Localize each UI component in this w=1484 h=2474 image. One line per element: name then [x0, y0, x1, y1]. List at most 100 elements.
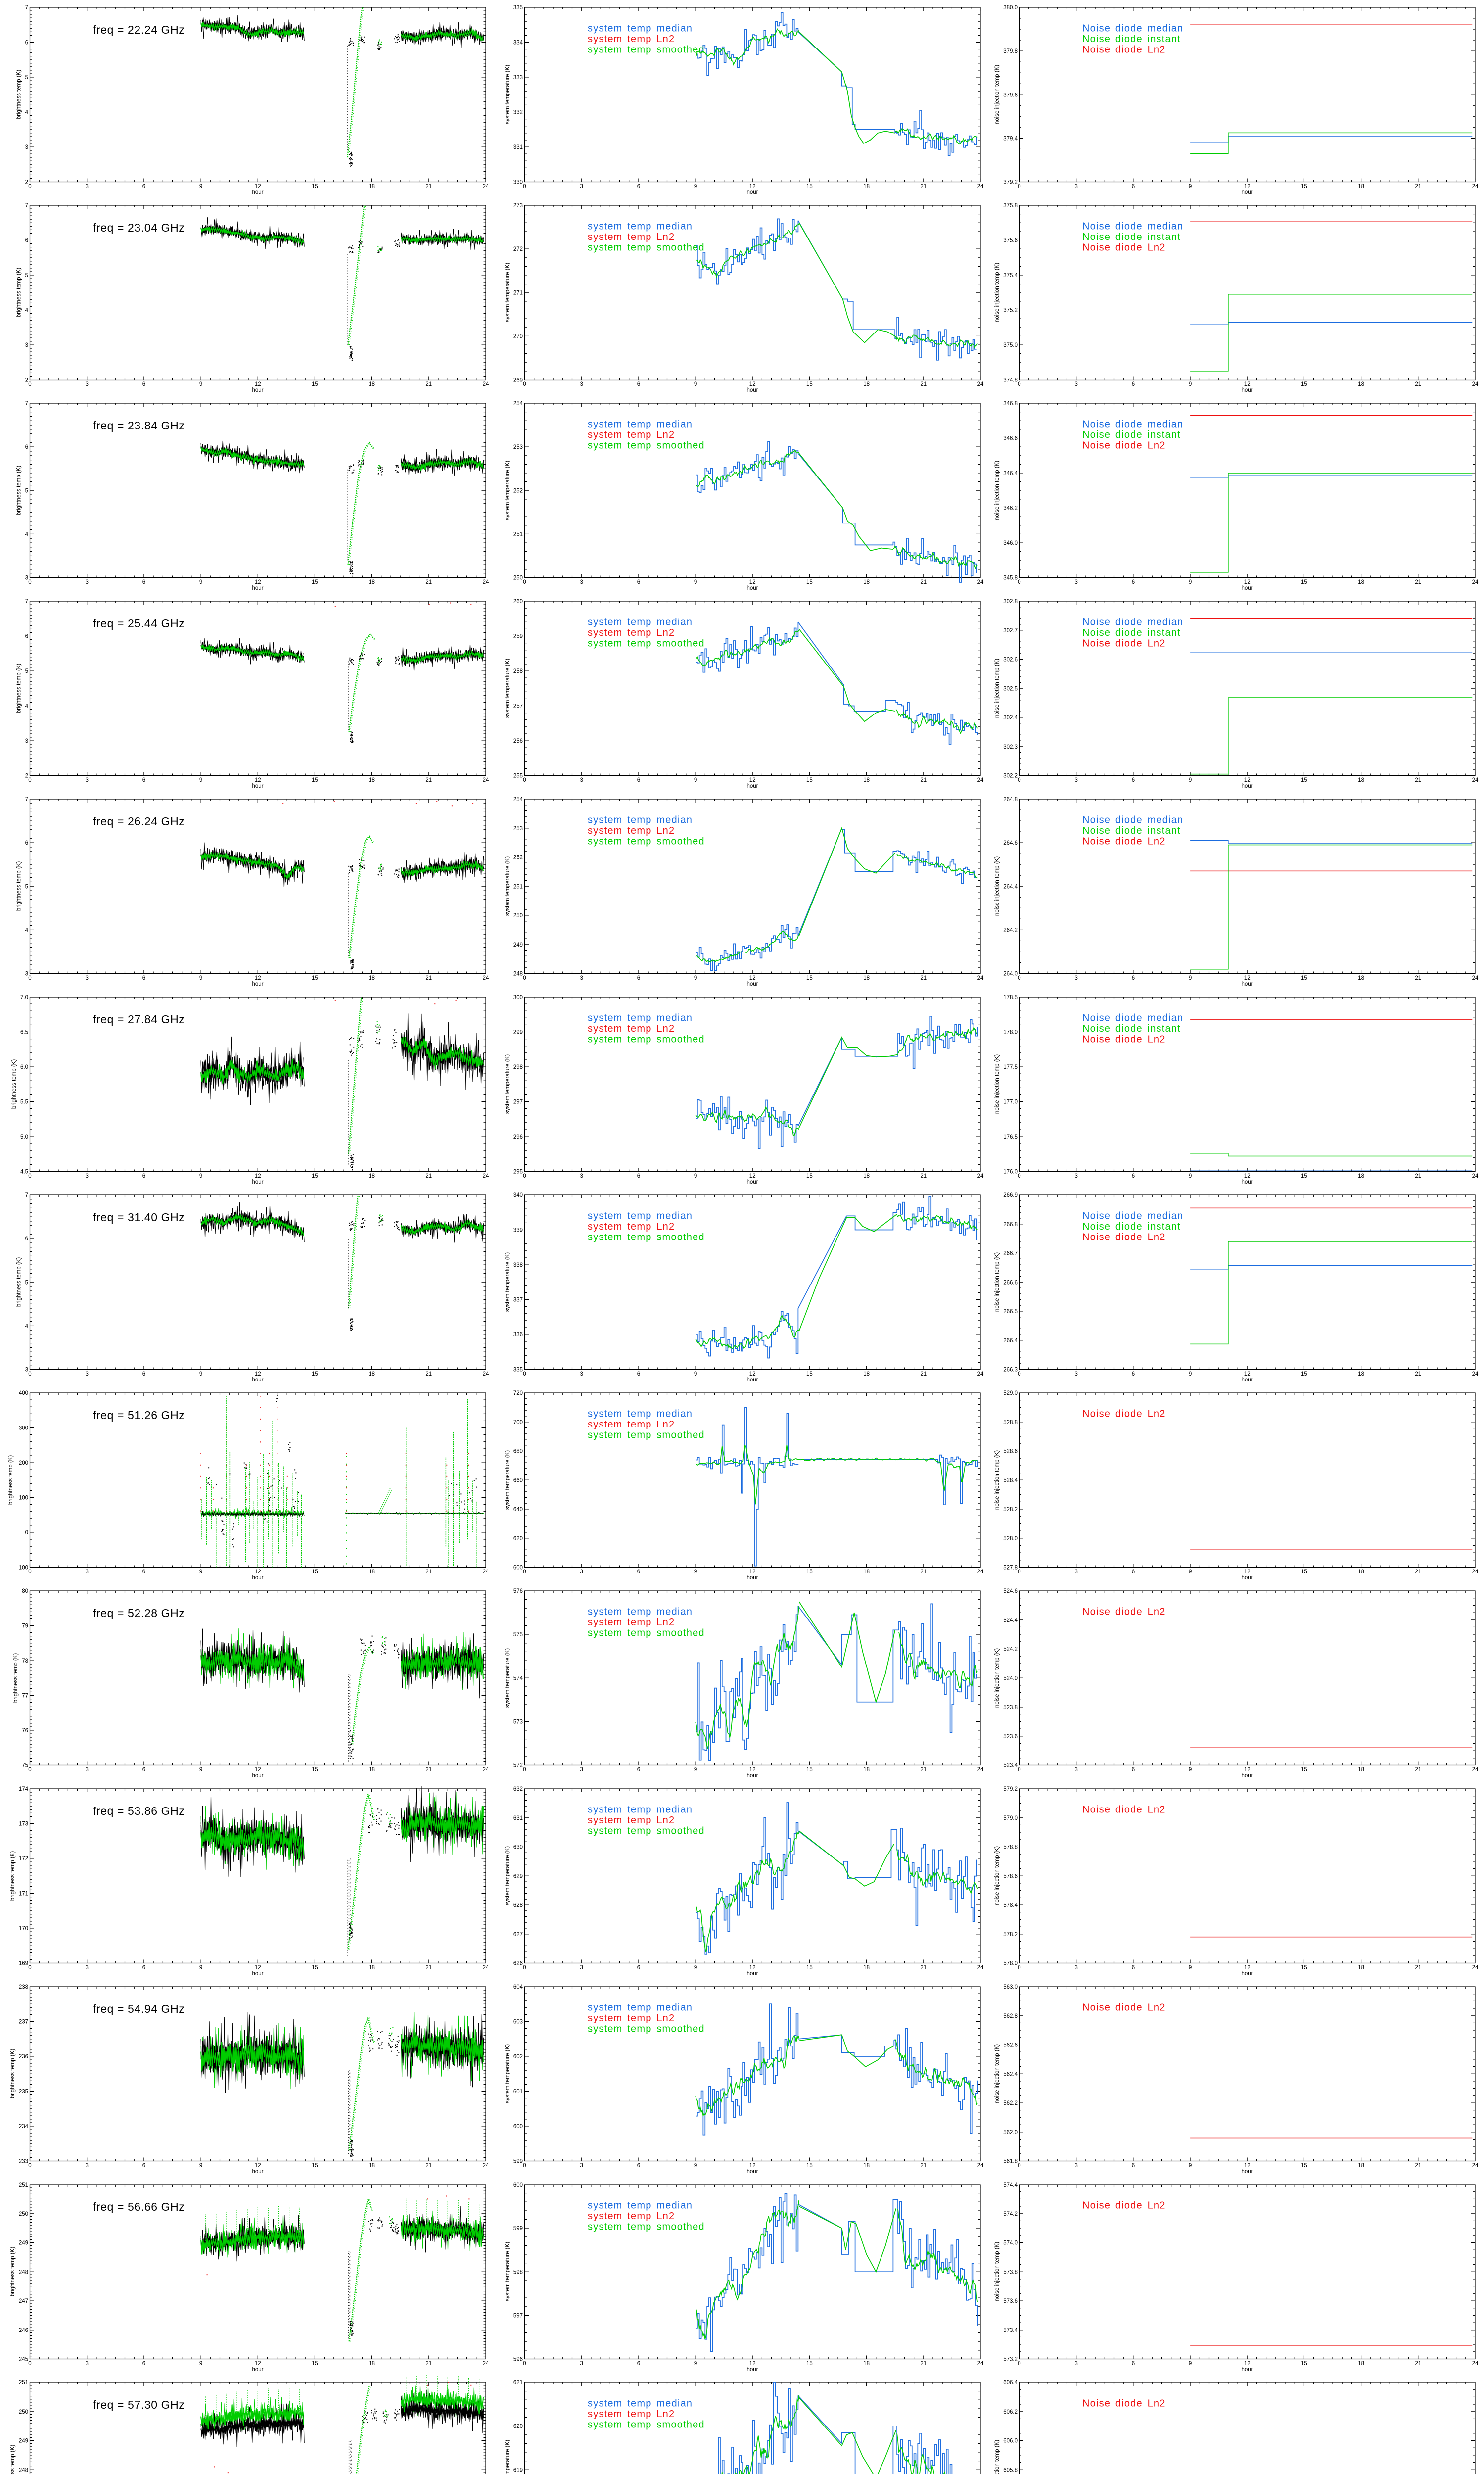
svg-text:3: 3	[85, 579, 88, 585]
svg-text:606.2: 606.2	[1003, 2409, 1018, 2415]
svg-text:0: 0	[1018, 184, 1020, 190]
svg-text:6: 6	[637, 381, 640, 387]
svg-text:5.5: 5.5	[20, 1099, 28, 1105]
svg-text:24: 24	[977, 184, 984, 190]
svg-text:574.0: 574.0	[1003, 2240, 1018, 2246]
svg-text:freq = 23.84 GHz: freq = 23.84 GHz	[93, 419, 185, 432]
svg-text:331: 331	[513, 144, 523, 150]
svg-text:21: 21	[920, 579, 927, 585]
svg-text:302.5: 302.5	[1003, 686, 1018, 692]
svg-text:266.4: 266.4	[1003, 1338, 1018, 1344]
svg-text:hour: hour	[746, 387, 758, 393]
svg-text:3: 3	[1074, 2163, 1077, 2169]
svg-text:9: 9	[199, 1569, 202, 1575]
svg-text:375.8: 375.8	[1003, 203, 1018, 209]
svg-text:177.5: 177.5	[1003, 1064, 1018, 1070]
svg-text:18: 18	[369, 2163, 375, 2169]
svg-text:freq = 56.66 GHz: freq = 56.66 GHz	[93, 2200, 185, 2213]
svg-text:15: 15	[1301, 2361, 1307, 2367]
svg-text:5.0: 5.0	[20, 1134, 28, 1140]
svg-text:freq = 52.28 GHz: freq = 52.28 GHz	[93, 1607, 185, 1619]
svg-text:system temp smoothed: system temp smoothed	[588, 2024, 705, 2035]
svg-text:freq = 57.30 GHz: freq = 57.30 GHz	[93, 2398, 185, 2411]
svg-text:3: 3	[580, 1569, 583, 1575]
svg-text:0: 0	[28, 184, 31, 190]
svg-text:6: 6	[1132, 777, 1135, 783]
svg-text:264.0: 264.0	[1003, 971, 1018, 977]
svg-text:379.2: 379.2	[1003, 180, 1018, 186]
svg-text:12: 12	[255, 777, 261, 783]
svg-text:21: 21	[1415, 1173, 1421, 1179]
svg-text:330: 330	[513, 180, 523, 186]
svg-text:21: 21	[425, 381, 432, 387]
svg-text:302.2: 302.2	[1003, 773, 1018, 779]
svg-text:24: 24	[483, 1767, 489, 1773]
svg-text:9: 9	[1189, 1965, 1192, 1971]
svg-text:brightness temp (K): brightness temp (K)	[16, 466, 22, 516]
svg-text:noise injection temp (K): noise injection temp (K)	[994, 461, 1000, 520]
svg-text:0: 0	[523, 2361, 526, 2367]
svg-text:3: 3	[1074, 579, 1077, 585]
svg-text:system temp median: system temp median	[588, 815, 693, 826]
svg-text:Noise diode median: Noise diode median	[1082, 23, 1183, 34]
svg-text:578.0: 578.0	[1003, 1961, 1018, 1967]
svg-text:Noise diode Ln2: Noise diode Ln2	[1082, 1232, 1166, 1243]
svg-text:18: 18	[863, 381, 870, 387]
svg-text:Noise diode Ln2: Noise diode Ln2	[1082, 1034, 1166, 1045]
svg-text:24: 24	[977, 1173, 984, 1179]
svg-text:400: 400	[19, 1390, 28, 1396]
svg-text:24: 24	[483, 975, 489, 981]
svg-text:573.8: 573.8	[1003, 2269, 1018, 2275]
svg-text:9: 9	[1189, 1173, 1192, 1179]
svg-text:15: 15	[312, 975, 318, 981]
svg-text:15: 15	[1301, 184, 1307, 190]
svg-text:system temp median: system temp median	[588, 1805, 693, 1815]
svg-text:Noise diode Ln2: Noise diode Ln2	[1082, 242, 1166, 253]
svg-text:brightness temp (K): brightness temp (K)	[16, 268, 22, 318]
svg-text:6: 6	[637, 1569, 640, 1575]
svg-text:7: 7	[25, 599, 28, 605]
svg-text:524.6: 524.6	[1003, 1588, 1018, 1594]
svg-text:18: 18	[863, 1173, 870, 1179]
svg-text:hour: hour	[1241, 1773, 1252, 1779]
svg-text:Noise diode instant: Noise diode instant	[1082, 34, 1181, 45]
svg-text:Noise diode median: Noise diode median	[1082, 1013, 1183, 1024]
svg-text:234: 234	[19, 2124, 29, 2130]
svg-text:253: 253	[513, 444, 523, 450]
svg-text:system temp smoothed: system temp smoothed	[588, 1232, 705, 1243]
svg-text:573: 573	[513, 1719, 523, 1725]
svg-text:system temp smoothed: system temp smoothed	[588, 1034, 705, 1045]
svg-text:3: 3	[580, 1767, 583, 1773]
svg-text:3: 3	[85, 381, 88, 387]
svg-text:3: 3	[85, 1767, 88, 1773]
svg-text:hour: hour	[746, 2367, 758, 2373]
svg-text:system temp Ln2: system temp Ln2	[588, 1221, 675, 1232]
svg-text:24: 24	[977, 2361, 984, 2367]
svg-text:21: 21	[425, 1569, 432, 1575]
svg-text:524.0: 524.0	[1003, 1675, 1018, 1681]
svg-text:freq = 31.40 GHz: freq = 31.40 GHz	[93, 1211, 185, 1224]
svg-text:system temp median: system temp median	[588, 1211, 693, 1222]
svg-text:brightness temp (K): brightness temp (K)	[16, 70, 22, 120]
svg-text:24: 24	[483, 777, 489, 783]
svg-text:6: 6	[25, 238, 28, 244]
svg-text:12: 12	[749, 1569, 756, 1575]
svg-text:15: 15	[1301, 381, 1307, 387]
svg-text:brightness temp (K): brightness temp (K)	[8, 1455, 14, 1505]
svg-text:0: 0	[523, 975, 526, 981]
svg-text:335: 335	[513, 5, 523, 11]
svg-text:79: 79	[22, 1623, 28, 1629]
svg-text:3: 3	[1074, 2361, 1077, 2367]
svg-text:0: 0	[1018, 381, 1020, 387]
svg-text:12: 12	[255, 579, 261, 585]
svg-text:266.9: 266.9	[1003, 1192, 1018, 1198]
svg-text:3: 3	[85, 975, 88, 981]
svg-text:572: 572	[513, 1763, 523, 1769]
svg-text:6: 6	[142, 184, 145, 190]
svg-text:24: 24	[1472, 1767, 1479, 1773]
svg-text:noise injection temp (K): noise injection temp (K)	[994, 659, 1000, 718]
svg-text:3: 3	[85, 2361, 88, 2367]
svg-text:3: 3	[85, 1965, 88, 1971]
svg-text:0: 0	[28, 1173, 31, 1179]
svg-text:578.8: 578.8	[1003, 1845, 1018, 1851]
